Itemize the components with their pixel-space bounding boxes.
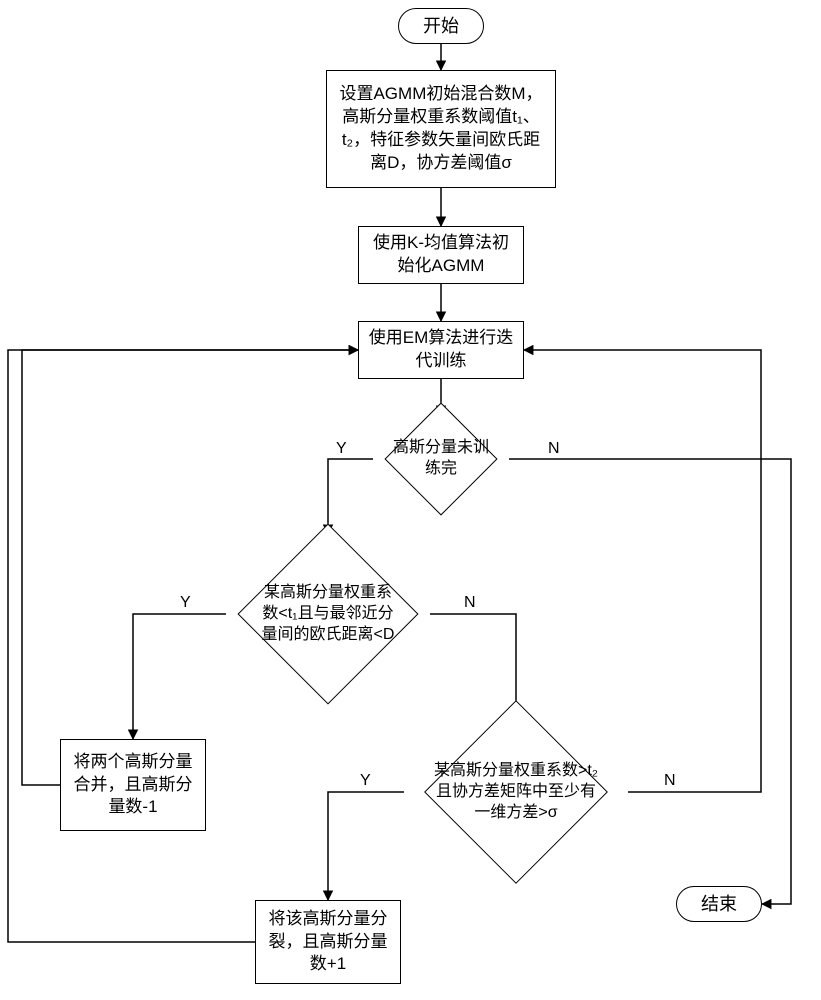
split-node: 将该高斯分量分裂，且高斯分量数+1: [255, 900, 401, 984]
d2-text: 某高斯分量权重系数<t₁且与最邻近分量间的欧氏距离<D: [262, 584, 395, 643]
d2-no-label: N: [464, 594, 476, 612]
d3-no-label: N: [664, 772, 676, 790]
split-text: 将该高斯分量分裂，且高斯分量数+1: [266, 908, 390, 977]
d1-yes-label: Y: [336, 440, 347, 458]
decision-trained: 高斯分量未训练完: [373, 415, 509, 503]
end-label: 结束: [701, 892, 737, 916]
d3-yes-label: Y: [360, 772, 371, 790]
start-node: 开始: [398, 8, 484, 44]
em-node: 使用EM算法进行迭代训练: [358, 321, 524, 379]
d1-no-label: N: [548, 440, 560, 458]
kinit-text: 使用K-均值算法初始化AGMM: [367, 232, 515, 278]
end-node: 结束: [676, 886, 762, 922]
decision-merge-cond: 某高斯分量权重系数<t₁且与最邻近分量间的欧氏距离<D: [226, 534, 430, 694]
setup-text: 设置AGMM初始混合数M，高斯分量权重系数阈值t₁、t₂，特征参数矢量间欧氏距离…: [337, 83, 545, 175]
d3-text: 某高斯分量权重系数>t₂且协方差矩阵中至少有一维方差>σ: [434, 762, 598, 821]
d1-text: 高斯分量未训练完: [393, 439, 489, 477]
em-text: 使用EM算法进行迭代训练: [367, 327, 515, 373]
merge-node: 将两个高斯分量合并，且高斯分量数-1: [60, 739, 206, 831]
kinit-node: 使用K-均值算法初始化AGMM: [358, 226, 524, 284]
d2-yes-label: Y: [180, 594, 191, 612]
decision-split-cond: 某高斯分量权重系数>t₂且协方差矩阵中至少有一维方差>σ: [404, 720, 628, 864]
start-label: 开始: [423, 14, 459, 38]
setup-node: 设置AGMM初始混合数M，高斯分量权重系数阈值t₁、t₂，特征参数矢量间欧氏距离…: [326, 70, 556, 188]
merge-text: 将两个高斯分量合并，且高斯分量数-1: [71, 751, 195, 820]
